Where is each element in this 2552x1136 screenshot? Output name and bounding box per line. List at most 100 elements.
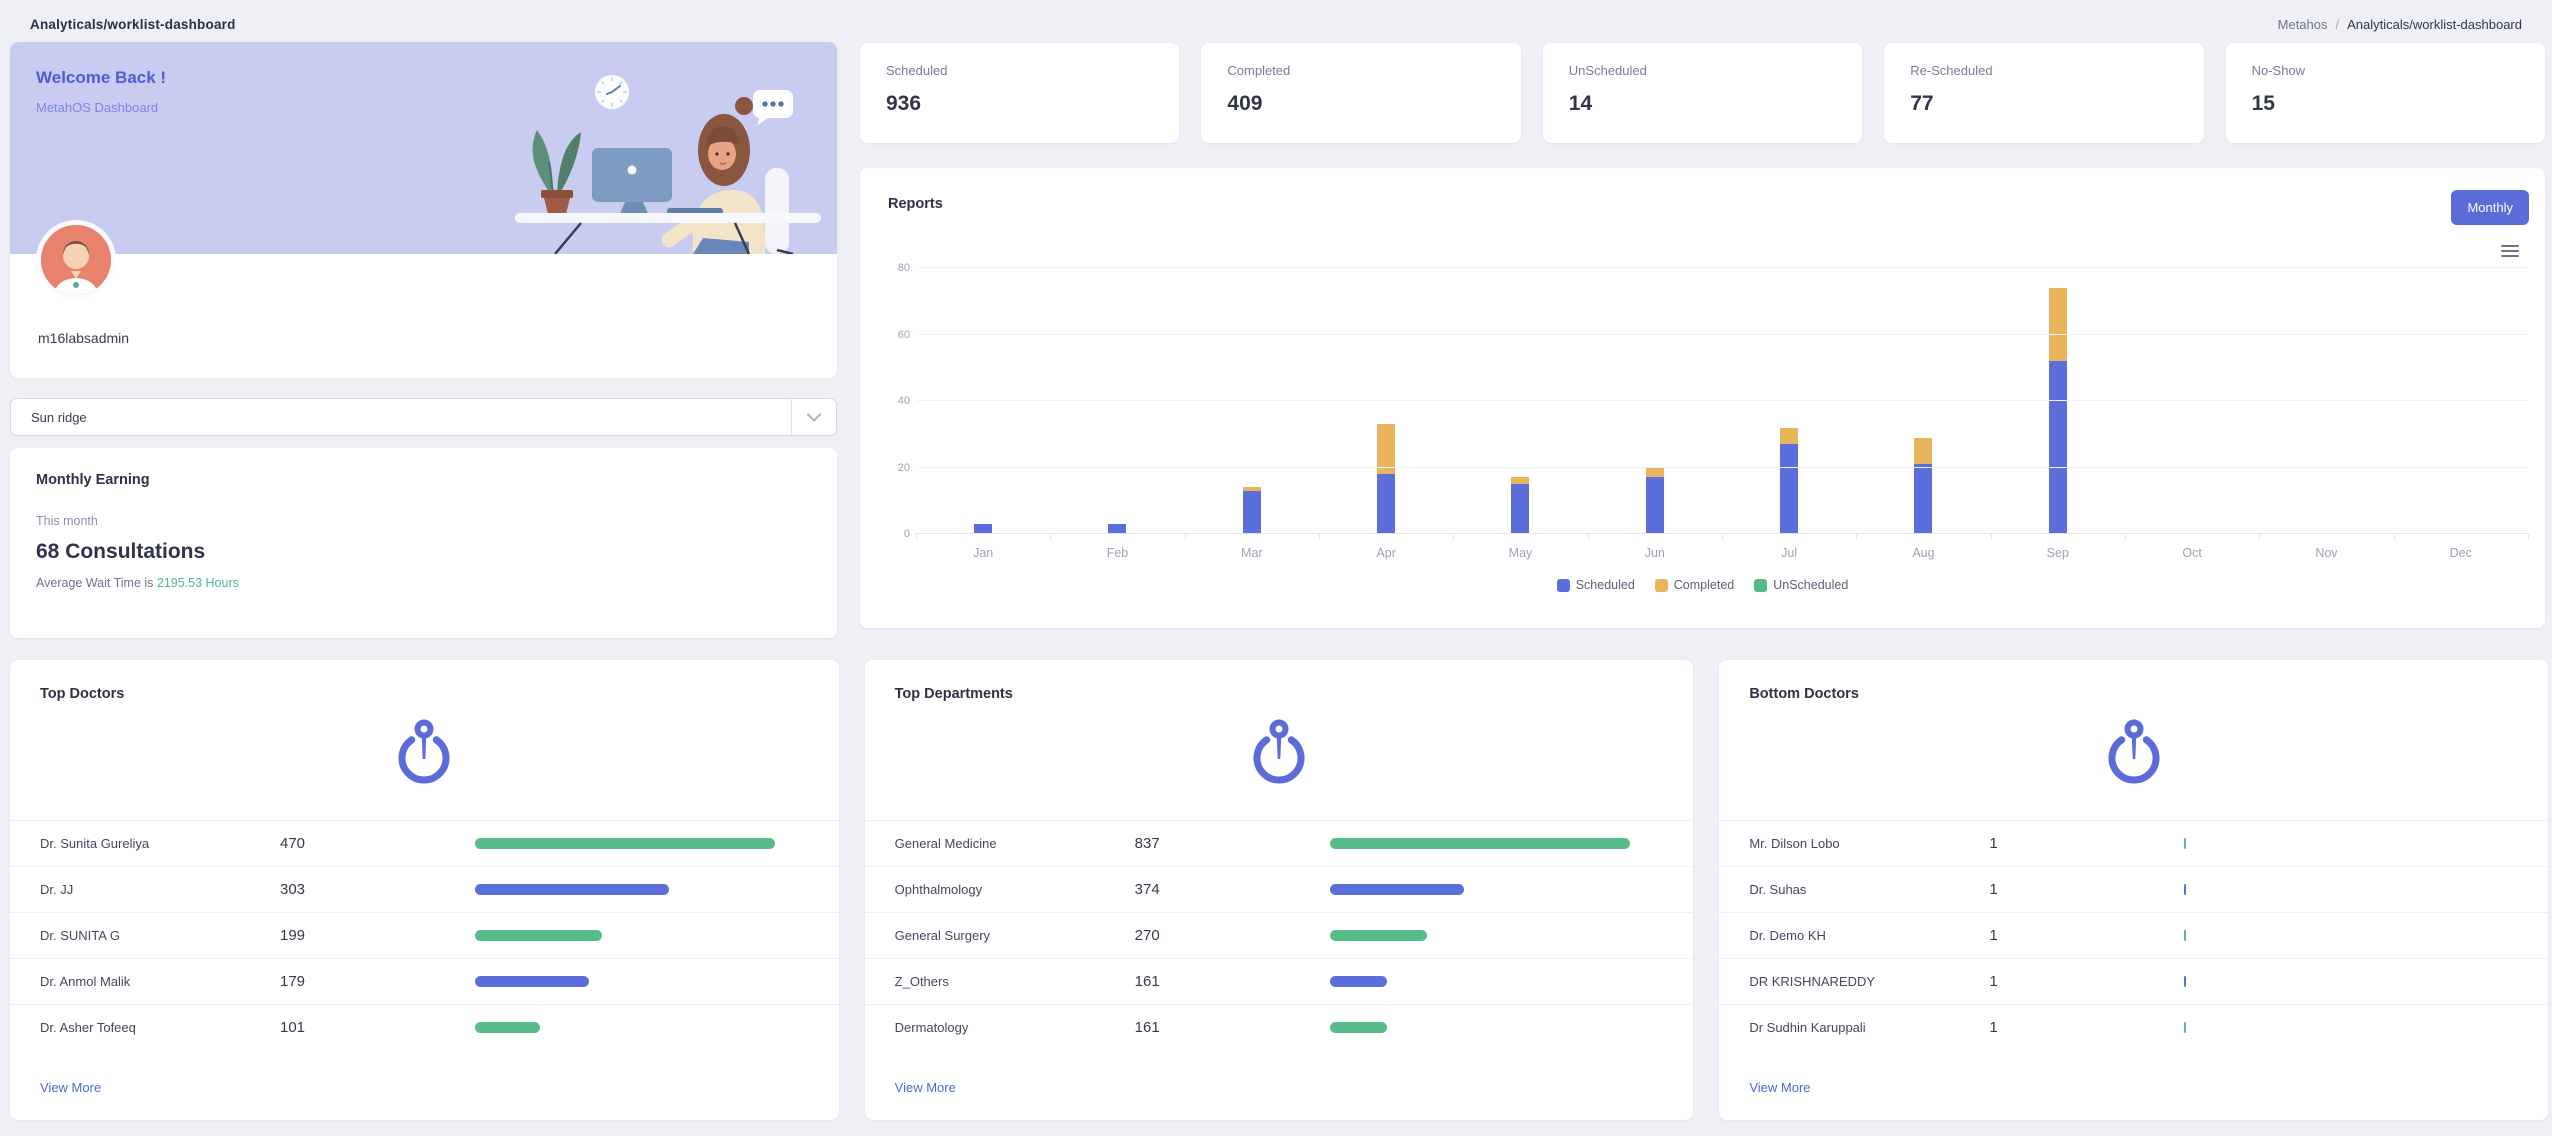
chart-gridline xyxy=(916,333,2528,335)
chart-slot-mar xyxy=(1185,268,1319,534)
list-item: Ophthalmology 374 xyxy=(864,866,1694,912)
legend-swatch xyxy=(1556,578,1570,592)
stat-label: Re-Scheduled xyxy=(1910,63,1993,78)
breadcrumb-separator: / xyxy=(2335,16,2340,32)
item-value: 303 xyxy=(280,881,306,898)
list-item: Dr Sudhin Karuppali 1 xyxy=(1719,1004,2548,1050)
item-bar xyxy=(475,884,669,895)
legend-label: Scheduled xyxy=(1575,578,1635,592)
stat-card-completed: Completed 409 xyxy=(1201,43,1521,143)
bar-segment xyxy=(1780,444,1799,534)
welcome-user-section: m16labsadmin xyxy=(10,220,837,378)
select-divider xyxy=(791,399,792,435)
chart-slot-sep xyxy=(1991,268,2125,534)
welcome-greeting: Welcome Back ! xyxy=(36,68,167,87)
item-value: 470 xyxy=(280,835,306,852)
chart-y-tick-label: 80 xyxy=(897,262,910,274)
item-bar xyxy=(2184,976,2187,987)
item-bar-zone xyxy=(475,976,809,987)
reports-header: Reports Monthly xyxy=(860,168,2545,225)
item-name: Dr. SUNITA G xyxy=(40,928,120,943)
axis-tick xyxy=(2393,534,2395,540)
chart-slot-apr xyxy=(1319,268,1453,534)
axis-tick xyxy=(1722,534,1723,540)
axis-tick xyxy=(1050,534,1052,540)
username: m16labsadmin xyxy=(38,330,130,346)
earning-period-label: This month xyxy=(36,514,98,528)
chart-slot-jun xyxy=(1588,268,1722,534)
plant-icon xyxy=(532,130,581,214)
keyboard-icon xyxy=(667,208,723,214)
stat-value: 15 xyxy=(2251,92,2275,115)
chart-plot xyxy=(916,267,2529,540)
item-value: 270 xyxy=(1134,927,1160,944)
chart-x-tick-label: Apr xyxy=(1376,546,1396,560)
chart-y-tick-label: 0 xyxy=(903,528,910,540)
bar-segment xyxy=(1645,467,1664,478)
axis-tick xyxy=(1319,534,1320,540)
panel-title: Top Departments xyxy=(894,686,1013,702)
chart-x-tick-label: Mar xyxy=(1241,546,1263,560)
item-value: 199 xyxy=(280,927,306,944)
breadcrumb: Metahos / Analyticals/worklist-dashboard xyxy=(2278,17,2522,32)
item-bar xyxy=(2184,838,2187,849)
item-value: 1 xyxy=(1989,835,1998,852)
chart-slot-nov xyxy=(2259,268,2393,534)
welcome-hero: Welcome Back ! MetahOS Dashboard xyxy=(10,42,837,254)
stacked-bar xyxy=(2048,268,2067,534)
bar-segment xyxy=(1377,474,1396,534)
location-pin-icon xyxy=(2108,719,2160,784)
legend-item-completed[interactable]: Completed xyxy=(1654,578,1734,592)
item-name: Dr. Suhas xyxy=(1749,882,1807,897)
stat-value: 14 xyxy=(1568,92,1593,115)
bar-segment xyxy=(1914,437,1933,465)
item-bar-zone xyxy=(475,1022,809,1033)
legend-item-unscheduled[interactable]: UnScheduled xyxy=(1754,578,1848,592)
item-name: Dermatology xyxy=(894,1020,969,1035)
top-doctors-panel: Top Doctors Dr. Sunita Gureliya 470 Dr. JJ… xyxy=(10,660,839,1120)
chart-legend: Scheduled Completed UnScheduled xyxy=(860,578,2545,592)
item-bar xyxy=(1329,976,1388,987)
legend-item-scheduled[interactable]: Scheduled xyxy=(1556,578,1635,592)
list-item: Dr. Sunita Gureliya 470 xyxy=(10,820,839,866)
left-column: Welcome Back ! MetahOS Dashboard xyxy=(10,42,837,638)
breadcrumb-root[interactable]: Metahos xyxy=(2277,16,2328,32)
branch-select-value: Sun ridge xyxy=(31,409,87,425)
welcome-subtitle: MetahOS Dashboard xyxy=(36,100,159,115)
item-value: 837 xyxy=(1134,835,1160,852)
item-bar xyxy=(2184,930,2187,941)
welcome-text: Welcome Back ! MetahOS Dashboard xyxy=(36,68,166,115)
chart-menu-icon[interactable] xyxy=(2499,240,2521,262)
item-value: 1 xyxy=(1989,927,1998,944)
item-value: 1 xyxy=(1989,1019,1998,1036)
view-more-link[interactable]: View More xyxy=(40,1080,102,1095)
stat-label: Completed xyxy=(1227,63,1291,78)
bar-segment xyxy=(1242,487,1261,491)
view-more-link[interactable]: View More xyxy=(1749,1080,1811,1095)
chart-gridline xyxy=(916,533,2528,534)
axis-tick xyxy=(2125,534,2126,540)
item-bar-zone xyxy=(1329,1022,1664,1033)
item-bar xyxy=(475,1022,540,1033)
bar-segment xyxy=(1914,464,1933,534)
bar-segment xyxy=(1242,490,1261,534)
item-name: Dr Sudhin Karuppali xyxy=(1749,1020,1866,1035)
reports-card: Reports Monthly 0 20 40 60 80 Jan Feb Mar Apr Ma… xyxy=(860,168,2545,628)
stat-value: 77 xyxy=(1910,92,1934,115)
item-bar-zone xyxy=(1329,838,1664,849)
view-more-link[interactable]: View More xyxy=(894,1080,956,1095)
list-item: Mr. Dilson Lobo 1 xyxy=(1719,820,2548,866)
chair xyxy=(765,168,794,254)
stat-card-unscheduled: UnScheduled 14 xyxy=(1542,43,1863,143)
item-name: Dr. Asher Tofeeq xyxy=(40,1020,136,1035)
axis-tick xyxy=(2528,534,2529,540)
item-name: Ophthalmology xyxy=(894,882,983,897)
branch-select[interactable]: Sun ridge xyxy=(10,398,837,436)
item-name: DR KRISHNAREDDY xyxy=(1749,974,1876,989)
monthly-range-button[interactable]: Monthly xyxy=(2451,190,2529,225)
list-item: Z_Others 161 xyxy=(864,958,1694,1004)
chart-x-tick-label: Jun xyxy=(1644,546,1665,560)
item-bar xyxy=(2184,884,2187,895)
chart-x-tick-label: Dec xyxy=(2449,546,2472,560)
bar-segment xyxy=(1511,484,1530,534)
